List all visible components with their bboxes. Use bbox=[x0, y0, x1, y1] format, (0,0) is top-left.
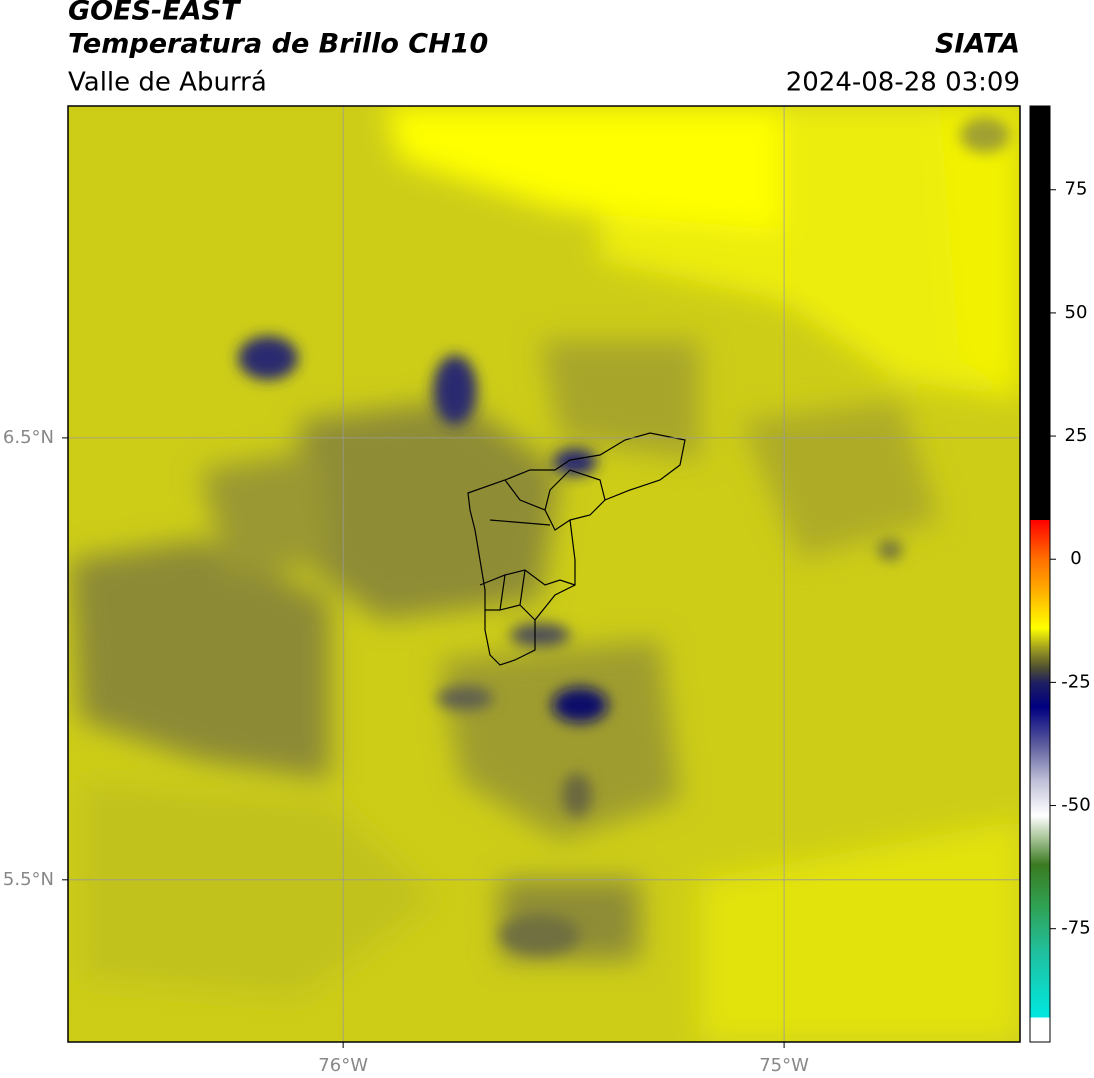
colorbar bbox=[1029, 105, 1051, 1043]
title: GOES-EAST bbox=[68, 0, 242, 27]
x-tick-label: 76°W bbox=[318, 1055, 368, 1076]
colorbar-tick-label: 0 bbox=[1070, 548, 1081, 569]
map-field bbox=[68, 106, 1020, 1042]
colorbar-tick-label: 50 bbox=[1065, 302, 1088, 323]
y-tick-label: 6.5°N bbox=[3, 427, 54, 448]
source: SIATA bbox=[935, 29, 1020, 60]
colorbar-tick-label: -50 bbox=[1061, 795, 1090, 816]
colorbar-tick-label: 75 bbox=[1065, 179, 1088, 200]
colorbar-tick-label: -75 bbox=[1061, 918, 1090, 939]
x-tick-label: 75°W bbox=[759, 1055, 809, 1076]
graticule bbox=[68, 106, 1020, 1042]
map-frame bbox=[67, 105, 1021, 1043]
region: Valle de Aburrá bbox=[68, 68, 267, 98]
y-tick-label: 5.5°N bbox=[3, 869, 54, 890]
colorbar-tick-label: 25 bbox=[1065, 425, 1088, 446]
subtitle: Temperatura de Brillo CH10 bbox=[68, 29, 488, 60]
colorbar-tick-label: -25 bbox=[1061, 671, 1090, 692]
datetime: 2024-08-28 03:09 bbox=[786, 68, 1020, 98]
